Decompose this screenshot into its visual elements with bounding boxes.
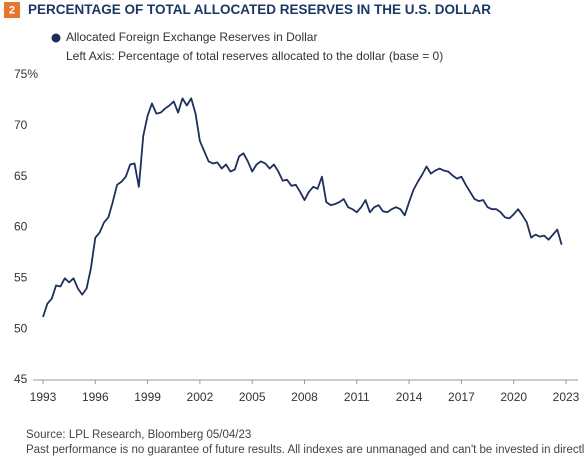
x-tick-label: 2017 <box>448 390 475 404</box>
subtitle: Left Axis: Percentage of total reserves … <box>66 49 443 63</box>
y-tick-label: 75% <box>14 67 38 81</box>
x-tick-label: 2005 <box>239 390 266 404</box>
x-tick-label: 2002 <box>187 390 214 404</box>
y-tick-label: 65 <box>14 169 28 183</box>
y-tick-label: 55 <box>14 271 28 285</box>
chart-title: PERCENTAGE OF TOTAL ALLOCATED RESERVES I… <box>28 2 491 17</box>
disclaimer: Past performance is no guarantee of futu… <box>26 444 584 456</box>
badge-box <box>4 2 20 18</box>
x-tick-label: 2014 <box>396 390 423 404</box>
y-tick-label: 50 <box>14 321 28 335</box>
x-tick-label: 1993 <box>30 390 57 404</box>
y-tick-label: 45 <box>14 372 28 386</box>
x-tick-label: 1996 <box>82 390 109 404</box>
y-tick-label: 60 <box>14 220 28 234</box>
legend-label: Allocated Foreign Exchange Reserves in D… <box>66 30 317 44</box>
y-tick-label: 70 <box>14 118 28 132</box>
x-tick-label: 2011 <box>344 390 370 404</box>
source: Source: LPL Research, Bloomberg 05/04/23 <box>26 429 251 441</box>
badge: 2 <box>9 4 15 16</box>
x-tick-label: 2008 <box>291 390 318 404</box>
x-tick-label: 2023 <box>553 390 580 404</box>
legend-marker <box>51 33 61 43</box>
data-line <box>42 97 563 318</box>
x-tick-label: 2020 <box>500 390 527 404</box>
x-tick-label: 1999 <box>134 390 161 404</box>
